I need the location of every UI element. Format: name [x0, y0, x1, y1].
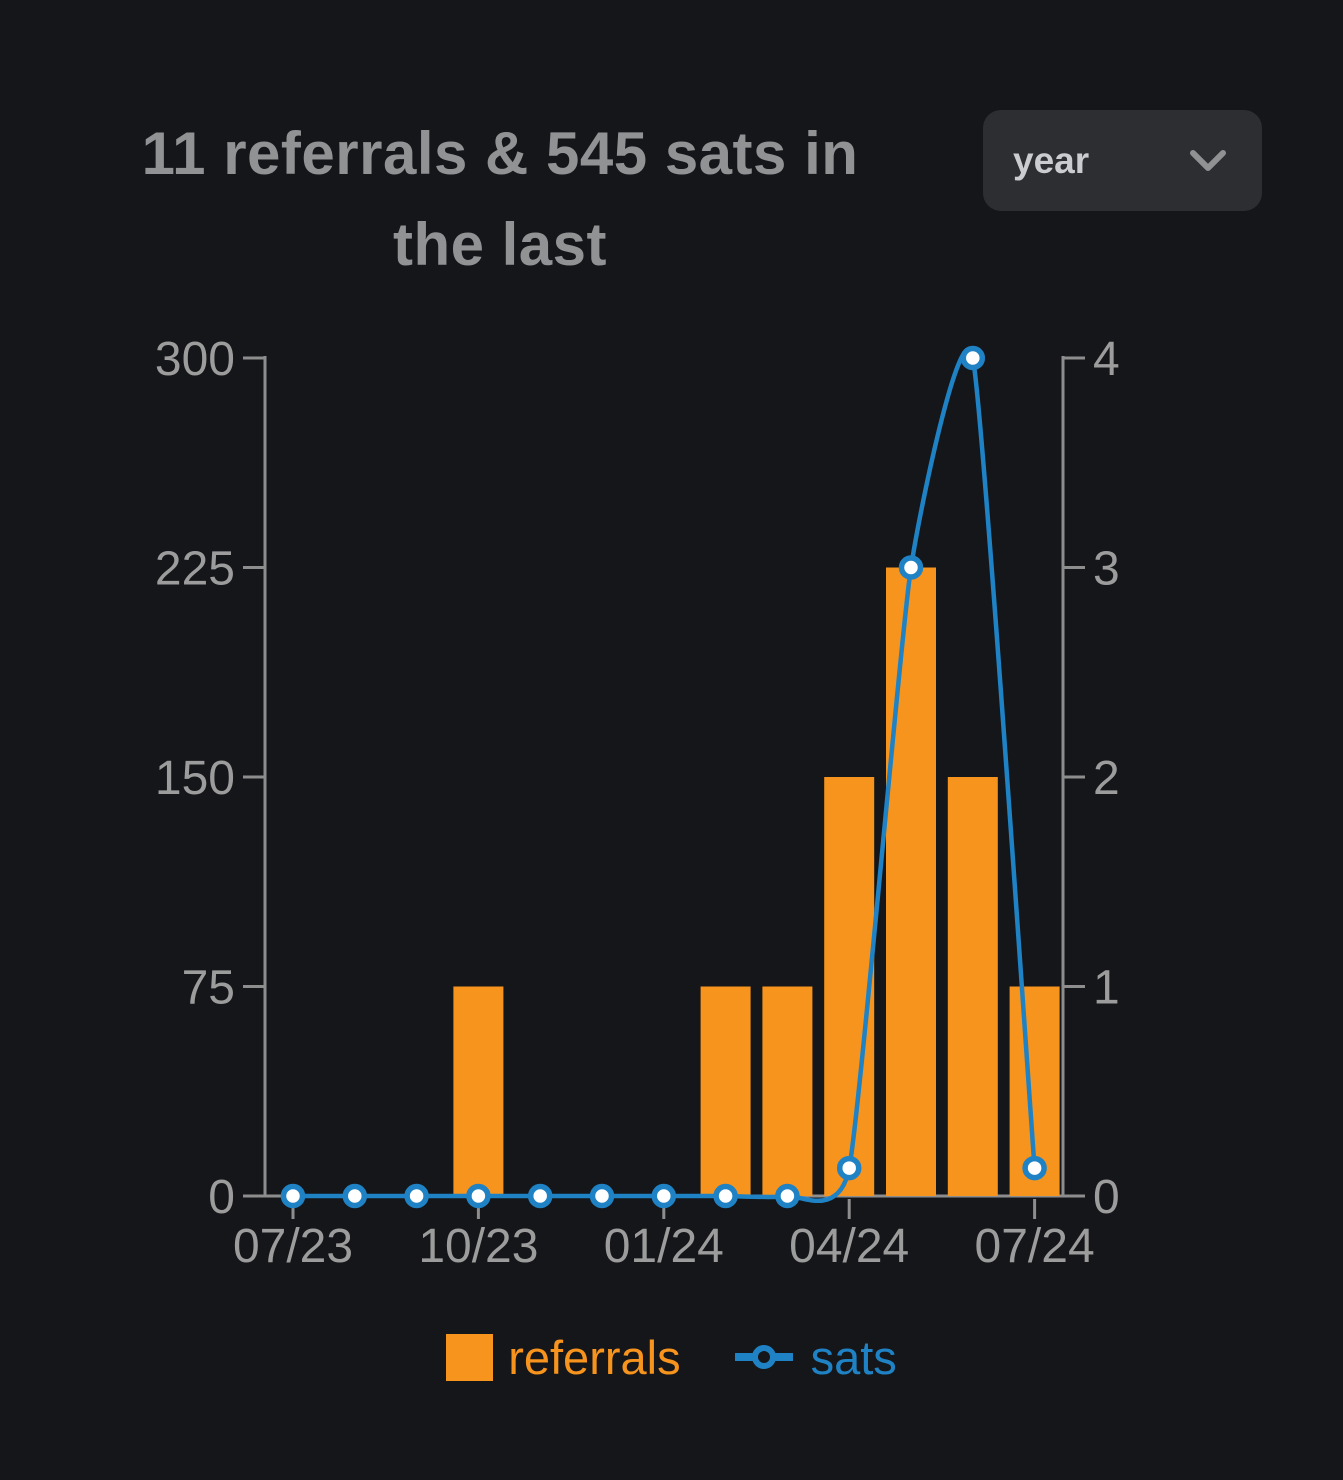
legend-item-sats[interactable]: sats	[734, 1330, 897, 1384]
bar-referrals-7[interactable]	[700, 986, 751, 1197]
x-axis-tick-label: 04/24	[789, 1220, 909, 1273]
referrals-swatch-icon	[446, 1333, 494, 1381]
chart-title: 11 referrals & 545 sats in the last	[40, 108, 960, 290]
bar-referrals-12[interactable]	[1009, 986, 1060, 1197]
bar-referrals-9[interactable]	[824, 777, 875, 1196]
chart-title-line-1: 11 referrals & 545 sats in	[141, 120, 859, 188]
chart-legend: referrals sats	[0, 1326, 1343, 1388]
time-range-value: year	[1013, 139, 1090, 181]
right-axis-tick-label: 0	[1093, 1171, 1120, 1224]
chart-title-line-2: the last	[392, 211, 608, 279]
sats-point-2[interactable]	[404, 1183, 429, 1209]
time-range-select[interactable]: year	[983, 110, 1262, 211]
x-axis-tick-label: 10/23	[418, 1220, 538, 1273]
sats-point-7[interactable]	[713, 1183, 738, 1209]
bar-referrals-11[interactable]	[947, 777, 998, 1196]
legend-item-referrals[interactable]: referrals	[446, 1330, 681, 1384]
sats-point-4[interactable]	[527, 1183, 553, 1209]
left-axis-tick-label: 150	[155, 752, 235, 805]
sats-point-1[interactable]	[342, 1183, 368, 1209]
left-axis-tick-label: 0	[208, 1171, 235, 1224]
sats-point-3[interactable]	[466, 1183, 491, 1209]
sats-point-5[interactable]	[589, 1183, 615, 1209]
left-axis-tick-label: 225	[155, 543, 235, 596]
sats-point-0[interactable]	[280, 1183, 306, 1209]
right-axis-tick-label: 1	[1093, 962, 1120, 1015]
bar-referrals-8[interactable]	[762, 986, 813, 1197]
bar-referrals-10[interactable]	[886, 567, 936, 1197]
sats-point-6[interactable]	[651, 1183, 677, 1209]
x-axis-tick-label: 07/23	[233, 1220, 353, 1273]
right-axis-tick-label: 4	[1093, 333, 1120, 386]
chevron-down-icon	[1190, 149, 1226, 171]
right-axis-tick-label: 3	[1093, 543, 1120, 596]
sats-line-marker-icon	[734, 1345, 793, 1369]
left-axis-tick-label: 75	[182, 962, 235, 1015]
sats-point-11[interactable]	[960, 345, 986, 371]
sats-point-12[interactable]	[1022, 1155, 1047, 1181]
sats-point-8[interactable]	[775, 1183, 800, 1209]
bar-referrals-3[interactable]	[453, 986, 504, 1197]
x-axis-tick-label: 01/24	[604, 1220, 724, 1273]
legend-label-referrals: referrals	[508, 1330, 681, 1384]
left-axis-tick-label: 300	[155, 333, 235, 386]
sats-point-9[interactable]	[836, 1155, 862, 1181]
legend-label-sats: sats	[810, 1330, 897, 1384]
right-axis-tick-label: 2	[1093, 752, 1120, 805]
sats-point-10[interactable]	[898, 555, 924, 580]
x-axis-tick-label: 07/24	[975, 1220, 1095, 1273]
sats-line	[293, 347, 1037, 1203]
